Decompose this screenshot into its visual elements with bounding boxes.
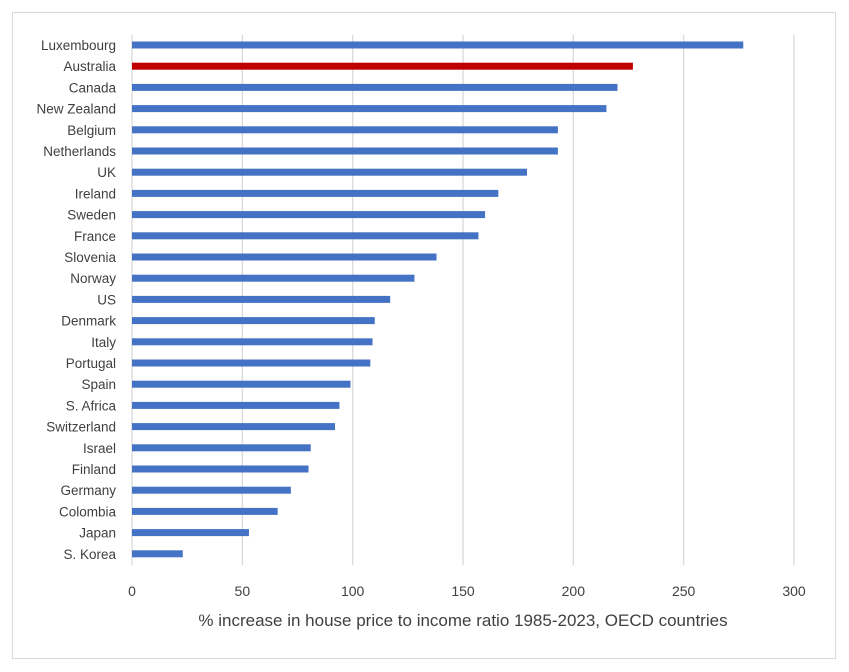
x-tick-label: 150 (451, 583, 475, 599)
category-label: Italy (91, 335, 116, 350)
category-label: UK (97, 165, 116, 180)
bar-australia (132, 62, 633, 70)
category-label: Luxembourg (41, 38, 116, 53)
bar-s-korea (132, 550, 183, 558)
bar-norway (132, 274, 415, 282)
bar-new-zealand (132, 105, 607, 113)
chart-frame (12, 12, 836, 659)
category-label: Switzerland (46, 420, 116, 435)
bar-switzerland (132, 423, 336, 431)
category-label: Germany (60, 483, 116, 498)
bar-portugal (132, 359, 371, 367)
bar-israel (132, 444, 311, 452)
category-label: Finland (72, 462, 116, 477)
bar-ireland (132, 189, 499, 197)
bar-belgium (132, 126, 558, 134)
category-label: Australia (63, 59, 116, 74)
category-label: New Zealand (36, 102, 116, 117)
category-label: Israel (83, 441, 116, 456)
category-label: Slovenia (64, 250, 116, 265)
bar-denmark (132, 317, 375, 325)
bar-france (132, 232, 479, 240)
category-label: Netherlands (43, 144, 116, 159)
category-label: S. Korea (63, 547, 116, 562)
category-label: Denmark (61, 314, 116, 329)
x-tick-label: 0 (128, 583, 136, 599)
bar-spain (132, 380, 351, 388)
x-tick-label: 50 (235, 583, 251, 599)
category-label: Belgium (67, 123, 116, 138)
category-label: Japan (79, 526, 116, 541)
bar-germany (132, 486, 291, 494)
bar-netherlands (132, 147, 558, 155)
category-label: France (74, 229, 116, 244)
category-label: Spain (81, 377, 116, 392)
x-axis-label: % increase in house price to income rati… (198, 611, 727, 630)
bar-finland (132, 465, 309, 473)
bar-colombia (132, 507, 278, 515)
category-label: Canada (69, 80, 117, 95)
category-label: Ireland (75, 186, 116, 201)
bar-us (132, 295, 391, 303)
category-label: US (97, 292, 116, 307)
x-tick-label: 200 (562, 583, 586, 599)
x-tick-label: 250 (672, 583, 696, 599)
category-label: Colombia (59, 504, 117, 519)
bar-uk (132, 168, 527, 176)
category-label: Sweden (67, 208, 116, 223)
category-label: Norway (70, 271, 116, 286)
x-tick-label: 100 (341, 583, 365, 599)
category-label: Portugal (66, 356, 116, 371)
x-tick-label: 300 (782, 583, 806, 599)
bar-sweden (132, 211, 486, 219)
bar-s-africa (132, 401, 340, 409)
bar-slovenia (132, 253, 437, 261)
category-label: S. Africa (66, 398, 117, 413)
bar-canada (132, 83, 618, 91)
bar-italy (132, 338, 373, 346)
bar-japan (132, 529, 249, 537)
bar-luxembourg (132, 41, 744, 49)
